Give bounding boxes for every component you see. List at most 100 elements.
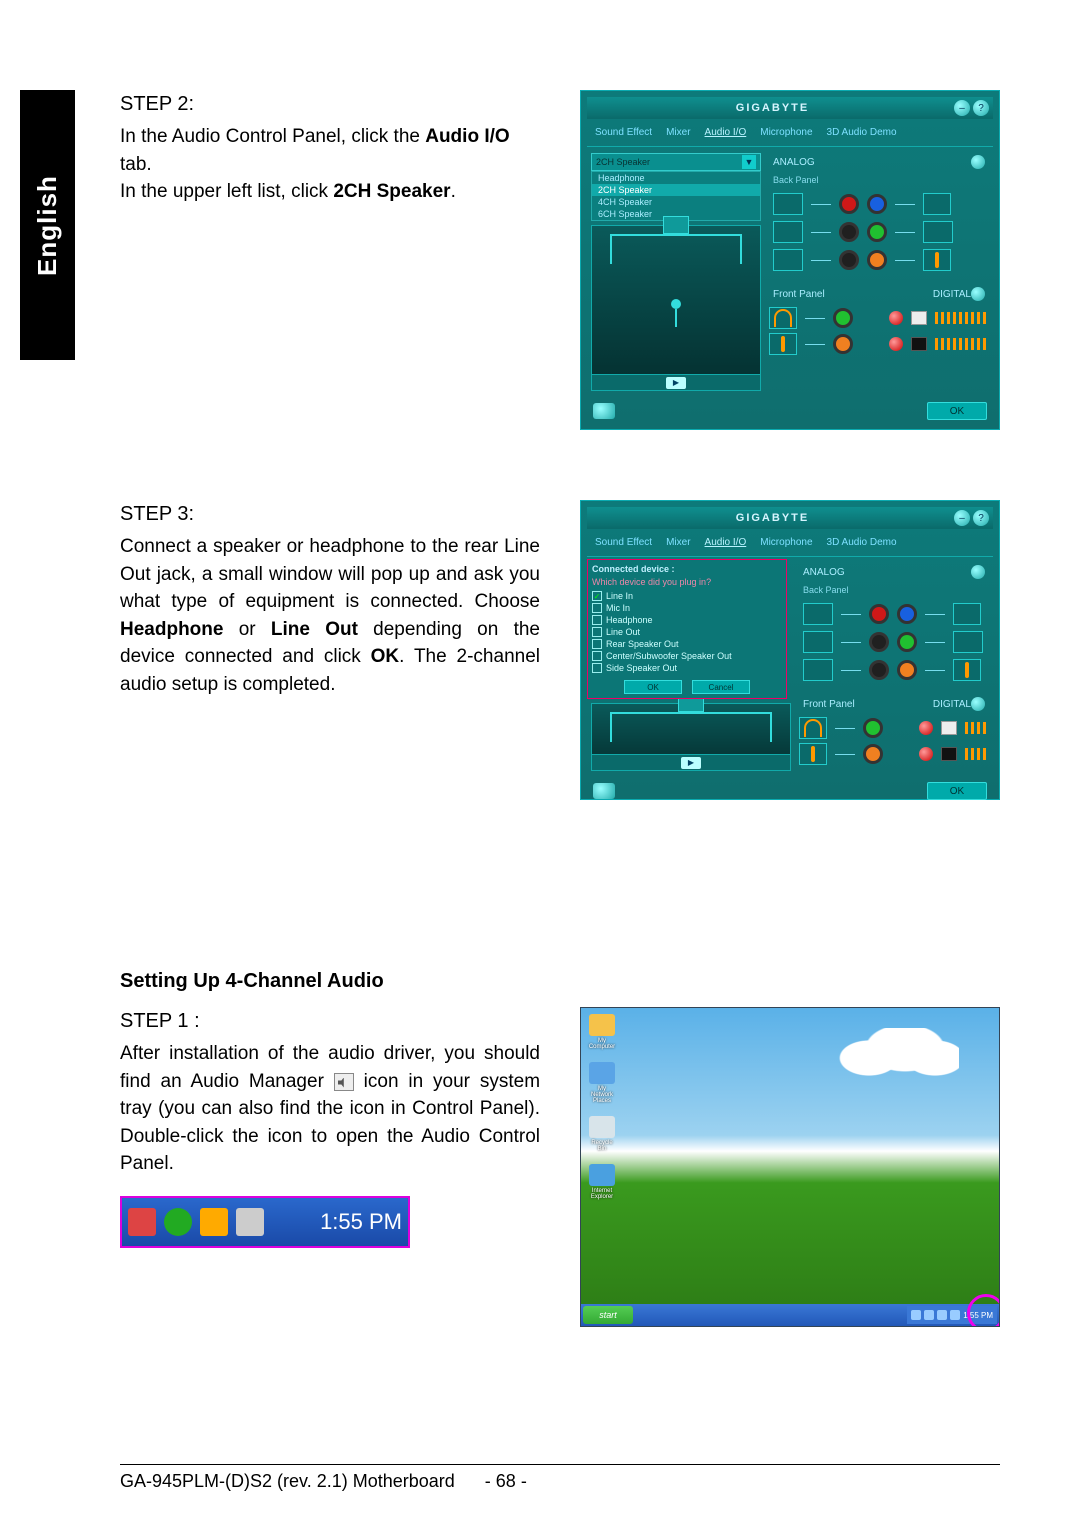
front-jack-green[interactable] — [833, 308, 853, 328]
info-icon[interactable] — [593, 403, 615, 419]
device-option[interactable]: Line Out — [592, 626, 782, 638]
optical-icon — [911, 337, 927, 351]
front-jack-orange[interactable] — [833, 334, 853, 354]
jack-red[interactable] — [839, 194, 859, 214]
dd-item-4ch[interactable]: 4CH Speaker — [592, 196, 760, 208]
tray-icon[interactable] — [911, 1310, 921, 1320]
play-icon[interactable]: ▶ — [681, 757, 701, 769]
popup-header: Connected device : — [592, 564, 782, 574]
front-jack-row — [769, 333, 989, 355]
tray-shield-icon[interactable] — [128, 1208, 156, 1236]
device-option[interactable]: Headphone — [592, 614, 782, 626]
checkbox-icon[interactable]: ✓ — [592, 591, 602, 601]
play-icon[interactable]: ▶ — [666, 377, 686, 389]
desktop-icon[interactable]: Recycle Bin — [587, 1116, 617, 1152]
tab-microphone[interactable]: Microphone — [760, 537, 812, 548]
jack-red[interactable] — [869, 604, 889, 624]
desk-icon — [610, 712, 772, 742]
jack-blue[interactable] — [897, 604, 917, 624]
audio-panel-step3: GIGABYTE – ? Sound Effect Mixer Audio I/… — [580, 500, 1000, 800]
settings-dot-icon[interactable] — [971, 287, 985, 301]
tab-sound-effect[interactable]: Sound Effect — [595, 537, 652, 548]
tab-3d-audio[interactable]: 3D Audio Demo — [827, 127, 897, 138]
settings-dot-icon[interactable] — [971, 697, 985, 711]
desktop-icons: My Computer My Network Places Recycle Bin I… — [587, 1014, 617, 1200]
port-icon — [953, 603, 981, 625]
tray-network-icon[interactable] — [200, 1208, 228, 1236]
help-icon[interactable]: ? — [973, 510, 989, 526]
jack-green[interactable] — [897, 632, 917, 652]
jack-black[interactable] — [869, 632, 889, 652]
front-digital-header: Front Panel DIGITAL — [769, 285, 989, 303]
settings-dot-icon[interactable] — [971, 565, 985, 579]
device-option[interactable]: ✓Line In — [592, 590, 782, 602]
jack-column: ANALOG Back Panel — [769, 153, 989, 391]
audio-manager-icon — [334, 1073, 354, 1091]
optical-icon — [941, 747, 957, 761]
jack-orange[interactable] — [897, 660, 917, 680]
device-option[interactable]: Mic In — [592, 602, 782, 614]
front-jack-orange[interactable] — [863, 744, 883, 764]
tray-icon[interactable] — [937, 1310, 947, 1320]
language-label: English — [32, 175, 63, 276]
speaker-dropdown[interactable]: 2CH Speaker ▼ — [591, 153, 761, 171]
tab-audio-io[interactable]: Audio I/O — [705, 127, 747, 138]
checkbox-icon[interactable] — [592, 639, 602, 649]
jack-blue[interactable] — [867, 194, 887, 214]
tab-mixer[interactable]: Mixer — [666, 127, 690, 138]
tray-audio-icon[interactable] — [950, 1310, 960, 1320]
step1-block: STEP 1 : After installation of the audio… — [120, 1007, 1000, 1327]
room-illustration: ▶ — [591, 703, 791, 771]
system-tray-enlarged: 1:55 PM — [120, 1196, 410, 1248]
desktop-icon[interactable]: My Computer — [587, 1014, 617, 1050]
device-option[interactable]: Rear Speaker Out — [592, 638, 782, 650]
device-option[interactable]: Center/Subwoofer Speaker Out — [592, 650, 782, 662]
port-icon — [803, 603, 833, 625]
tray-audio-icon[interactable] — [236, 1208, 264, 1236]
jack-row — [803, 631, 985, 653]
checkbox-icon[interactable] — [592, 615, 602, 625]
desktop-icon[interactable]: Internet Explorer — [587, 1164, 617, 1200]
help-icon[interactable]: ? — [973, 100, 989, 116]
ok-button[interactable]: OK — [927, 402, 987, 420]
checkbox-icon[interactable] — [592, 603, 602, 613]
jack-orange[interactable] — [867, 250, 887, 270]
ok-button[interactable]: OK — [927, 782, 987, 800]
tab-sound-effect[interactable]: Sound Effect — [595, 127, 652, 138]
wave-icon — [965, 748, 989, 760]
step3-title: STEP 3: — [120, 500, 540, 529]
info-icon[interactable] — [593, 783, 615, 799]
step2-title: STEP 2: — [120, 90, 540, 119]
front-digital-header: Front Panel DIGITAL — [799, 695, 989, 713]
tab-3d-audio[interactable]: 3D Audio Demo — [827, 537, 897, 548]
chevron-down-icon[interactable]: ▼ — [742, 155, 756, 169]
tray-icon[interactable] — [924, 1310, 934, 1320]
wave-icon — [935, 312, 989, 324]
jack-green[interactable] — [867, 222, 887, 242]
jack-black[interactable] — [839, 222, 859, 242]
minimize-icon[interactable]: – — [954, 100, 970, 116]
tab-microphone[interactable]: Microphone — [760, 127, 812, 138]
audio-panel-step2: GIGABYTE – ? Sound Effect Mixer Audio I/… — [580, 90, 1000, 430]
start-button[interactable]: start — [583, 1306, 633, 1324]
tab-mixer[interactable]: Mixer — [666, 537, 690, 548]
tab-audio-io[interactable]: Audio I/O — [705, 537, 747, 548]
checkbox-icon[interactable] — [592, 663, 602, 673]
minimize-icon[interactable]: – — [954, 510, 970, 526]
checkbox-icon[interactable] — [592, 651, 602, 661]
dd-item-headphone[interactable]: Headphone — [592, 172, 760, 184]
settings-dot-icon[interactable] — [971, 155, 985, 169]
port-icon — [803, 659, 833, 681]
popup-cancel-button[interactable]: Cancel — [692, 680, 750, 694]
dd-item-2ch[interactable]: 2CH Speaker — [592, 184, 760, 196]
tray-refresh-icon[interactable] — [164, 1208, 192, 1236]
front-jack-green[interactable] — [863, 718, 883, 738]
jack-grey[interactable] — [839, 250, 859, 270]
desktop-icon-glyph — [589, 1164, 615, 1186]
checkbox-icon[interactable] — [592, 627, 602, 637]
person-icon — [666, 299, 686, 333]
desktop-icon[interactable]: My Network Places — [587, 1062, 617, 1104]
device-option[interactable]: Side Speaker Out — [592, 662, 782, 674]
jack-grey[interactable] — [869, 660, 889, 680]
popup-ok-button[interactable]: OK — [624, 680, 682, 694]
